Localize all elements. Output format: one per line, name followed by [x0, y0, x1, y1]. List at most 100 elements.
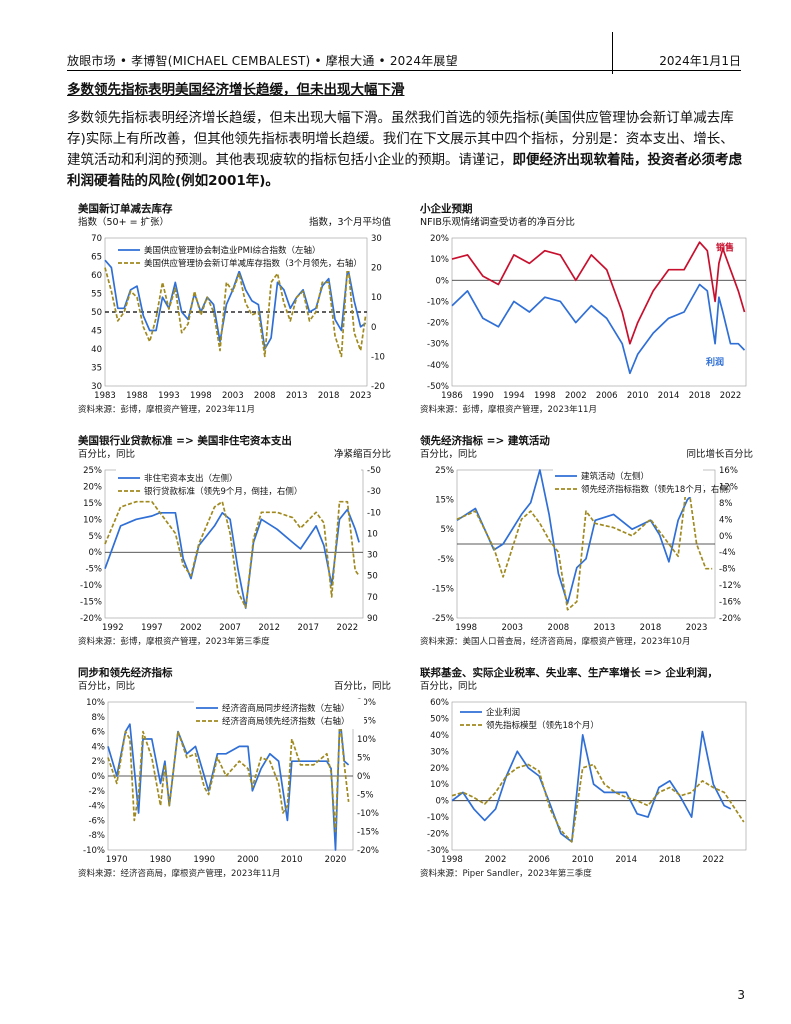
series-line — [104, 500, 360, 609]
y-left-tick-label: 40% — [430, 731, 449, 741]
y-left-tick-label: -20% — [427, 830, 449, 840]
page-number: 3 — [737, 988, 745, 1002]
y-right-tick-label: -12% — [719, 581, 741, 591]
y-left-tick-label: 15% — [83, 499, 102, 509]
x-tick-label: 2008 — [254, 391, 276, 401]
series-line — [456, 469, 704, 605]
series-label-profit: 利润 — [705, 356, 724, 368]
y-right-tick-label: -10% — [357, 809, 379, 819]
legend-box — [458, 703, 638, 733]
legend-box — [194, 699, 364, 729]
x-tick-label: 1980 — [150, 855, 172, 865]
y-left-tick-label: 10% — [430, 780, 449, 790]
y-left-tick-label: -2% — [88, 787, 105, 797]
x-tick-label: 1998 — [441, 855, 463, 865]
chart-source: 资料来源：Piper Sandler，2023年第三季度 — [420, 868, 592, 879]
chart-small-business: 小企业预期 NFIB乐观情绪调查受访者的净百分比 20% 10% 0% -10% -20% -… — [420, 200, 750, 432]
x-tick-label: 2000 — [237, 855, 259, 865]
chart-left-unit: 指数（50+ = 扩张） — [78, 216, 169, 228]
x-tick-label: 1998 — [455, 623, 477, 633]
chart-ism-new-orders: 美国新订单减去库存 指数（50+ = 扩张） 指数，3个月平均值 70 65 60 55 50… — [78, 200, 393, 432]
y-right-tick-label: 30 — [367, 551, 378, 561]
x-tick-label: 2022 — [720, 391, 742, 401]
chart-right-unit: 净紧缩百分比 — [334, 448, 391, 460]
x-tick-label: 1970 — [106, 855, 128, 865]
chart-title: 美国新订单减去库存 — [78, 202, 173, 215]
y-left-tick-label: 10% — [430, 255, 449, 265]
x-tick-label: 2018 — [318, 391, 340, 401]
chart-left-unit: 百分比，同比 — [78, 680, 135, 692]
legend-label: 经济咨商局同步经济指数（左轴） — [222, 703, 350, 714]
y-right-tick-label: 0% — [357, 772, 371, 782]
series-line — [451, 241, 746, 345]
y-right-tick-label: 70 — [367, 593, 378, 603]
chart-right-unit: 百分比，同比 — [334, 680, 391, 692]
chart-corporate-profits: 联邦基金、实际企业税率、失业率、生产率增长 => 企业利润， 百分比，同比 60% 5… — [420, 664, 750, 896]
y-left-tick-label: 15% — [435, 496, 454, 506]
y-left-tick-label: 40 — [91, 345, 102, 355]
y-left-tick-label: -50% — [427, 382, 449, 392]
x-tick-label: 2020 — [325, 855, 347, 865]
y-right-tick-label: -30 — [367, 487, 381, 497]
y-right-tick-label: -10 — [367, 508, 381, 518]
x-tick-label: 2002 — [180, 623, 202, 633]
x-tick-label: 1990 — [472, 391, 494, 401]
y-left-tick-label: 10% — [83, 515, 102, 525]
chart-lei-construction: 领先经济指标 => 建筑活动 百分比，同比 同比增长百分比 25% 15% 5% -5% -1… — [420, 432, 755, 664]
legend-label: 银行贷款标准（领先9个月，倒挂，右侧） — [144, 486, 302, 497]
series-label-sales: 销售 — [716, 242, 734, 254]
y-left-tick-label: 55 — [91, 290, 102, 300]
y-left-tick-label: 5% — [89, 532, 103, 542]
x-tick-label: 2010 — [281, 855, 303, 865]
body-paragraph: 多数领先指标表明经济增长趋缓，但未出现大幅下滑。虽然我们首选的领先指标(美国供应… — [67, 108, 743, 192]
chart-lending-capex: 美国银行业贷款标准 => 美国非住宅资本支出 百分比，同比 净紧缩百分比 25% 20%… — [78, 432, 393, 664]
x-tick-label: 1990 — [193, 855, 215, 865]
x-tick-label: 2002 — [485, 855, 507, 865]
chart-right-unit: 指数，3个月平均值 — [309, 216, 392, 228]
legend-label: 美国供应管理协会制造业PMI综合指数（左轴） — [144, 245, 320, 256]
y-right-tick-label: -16% — [719, 598, 741, 608]
body-bold-text: 即便经济出现软着陆，投资者必须考虑利润硬着陆的风险(例如2001年)。 — [67, 152, 742, 189]
y-right-tick-label: -8% — [719, 565, 736, 575]
x-tick-label: 2013 — [594, 623, 616, 633]
y-left-tick-label: 0% — [89, 548, 103, 558]
y-left-tick-label: -5% — [437, 555, 454, 565]
y-left-tick-label: 8% — [92, 713, 106, 723]
y-left-tick-label: 2% — [92, 757, 106, 767]
y-left-tick-label: 0% — [436, 797, 450, 807]
legend-label: 领先指标模型（领先18个月） — [486, 720, 599, 731]
chart-left-unit: NFIB乐观情绪调查受访者的净百分比 — [420, 216, 575, 228]
legend-label: 经济咨商局领先经济指数（右轴） — [222, 716, 350, 727]
y-left-tick-label: -10% — [427, 297, 449, 307]
chart-left-unit: 百分比，同比 — [420, 448, 477, 460]
legend-box — [116, 469, 361, 499]
y-left-tick-label: -30% — [427, 340, 449, 350]
y-right-tick-label: -15% — [357, 828, 379, 838]
chart-source: 资料来源：彭博，摩根资产管理，2023年11月 — [78, 404, 255, 415]
header-date: 2024年1月1日 — [659, 54, 741, 68]
y-right-tick-label: -4% — [719, 548, 736, 558]
y-left-tick-label: -4% — [88, 802, 105, 812]
y-right-tick-label: 12% — [719, 482, 738, 492]
x-tick-label: 2022 — [703, 855, 725, 865]
series-line — [451, 730, 732, 843]
legend-label: 领先经济指标指数（领先18个月，右侧） — [581, 484, 736, 495]
y-left-tick-label: 0% — [92, 772, 106, 782]
body-text: 多数领先指标表明经济增长趋缓，但未出现大幅下滑。虽然我们首选的领先指标(美国供应… — [67, 110, 734, 168]
x-tick-label: 2022 — [337, 623, 359, 633]
y-left-tick-label: 6% — [92, 728, 106, 738]
y-left-tick-label: 70 — [91, 234, 102, 244]
y-right-tick-label: 4% — [719, 515, 733, 525]
chart-title: 美国银行业贷款标准 => 美国非住宅资本支出 — [78, 434, 292, 447]
y-left-tick-label: 10% — [86, 698, 105, 708]
y-right-tick-label: 8% — [719, 499, 733, 509]
chart-coincident-leading: 同步和领先经济指标 百分比，同比 百分比，同比 10% 8% 6% 4% 2% 0% -2% -4%… — [78, 664, 393, 896]
chart-svg: 联邦基金、实际企业税率、失业率、生产率增长 => 企业利润，百分比，同比 60% 5… — [420, 666, 747, 879]
y-left-tick-label: 25% — [435, 466, 454, 476]
x-tick-label: 2018 — [689, 391, 711, 401]
chart-source: 资料来源：经济咨商局，摩根资产管理，2023年11月 — [78, 868, 280, 879]
x-tick-label: 2017 — [297, 623, 319, 633]
y-left-tick-label: -25% — [432, 614, 454, 624]
